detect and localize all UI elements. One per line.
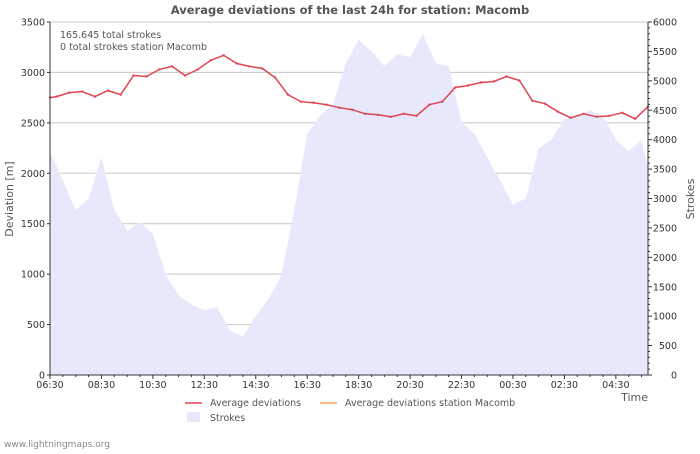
avg-deviations-point <box>261 67 264 70</box>
y-left-tick-label: 500 <box>27 320 45 331</box>
avg-deviations-point <box>81 90 84 93</box>
x-tick-label: 10:30 <box>139 380 166 391</box>
y-right-tick-label: 6000 <box>653 18 677 29</box>
avg-deviations-point <box>531 99 534 102</box>
y-right-tick-label: 4000 <box>653 135 677 146</box>
y-left-tick-label: 1000 <box>21 270 45 281</box>
avg-deviations-line <box>49 54 649 120</box>
y-left-tick-label: 3500 <box>21 18 45 29</box>
avg-deviations-point <box>183 74 187 77</box>
y-right-tick-label: 500 <box>659 341 677 352</box>
avg-deviations-point <box>505 75 508 78</box>
footer-credit: www.lightningmaps.org <box>4 440 110 450</box>
strokes-area <box>50 33 648 376</box>
x-tick-label: 18:30 <box>345 380 372 391</box>
avg-deviations-point <box>68 91 71 94</box>
avg-deviations-point <box>569 116 572 120</box>
avg-deviations-point <box>235 62 238 65</box>
avg-deviations-point <box>621 111 624 115</box>
y-axis-right-label: Strokes <box>684 178 697 219</box>
legend-label-avg-deviations: Average deviations <box>210 398 301 409</box>
avg-deviations-point <box>171 65 174 68</box>
legend-swatch-strokes <box>187 412 200 422</box>
y-right-tick-label: 2000 <box>653 253 677 264</box>
avg-deviations-point <box>248 65 251 68</box>
avg-deviations-point <box>453 86 457 89</box>
avg-deviations-point <box>93 95 97 98</box>
avg-deviations-point <box>492 80 495 83</box>
avg-deviations-point <box>428 103 431 106</box>
avg-deviations-point <box>466 84 470 87</box>
y-right-tick-label: 3000 <box>653 194 677 205</box>
y-right-tick-label: 3500 <box>653 165 677 176</box>
x-tick-label: 22:30 <box>448 380 475 391</box>
x-tick-label: 12:30 <box>191 380 218 391</box>
y-axis-left-label: Deviation [m] <box>3 161 16 236</box>
y-right-tick-label: 5500 <box>653 47 677 58</box>
x-tick-label: 08:30 <box>88 380 115 391</box>
x-tick-label: 16:30 <box>294 380 321 391</box>
avg-deviations-point <box>543 102 547 105</box>
avg-deviations-point <box>55 95 58 98</box>
annotation-total-strokes: 165.645 total strokes <box>60 30 161 41</box>
line-layer <box>48 54 650 121</box>
avg-deviations-point <box>415 114 418 118</box>
avg-deviations-point <box>595 115 598 119</box>
avg-deviations-point <box>273 76 277 79</box>
avg-deviations-point <box>119 93 122 96</box>
y-right-tick-label: 5000 <box>653 76 677 87</box>
legend-label-avg-deviations-station: Average deviations station Macomb <box>345 398 515 409</box>
x-tick-label: 04:30 <box>602 380 629 391</box>
x-axis-label: Time <box>620 391 648 404</box>
avg-deviations-point <box>441 100 444 103</box>
y-left-tick-label: 0 <box>39 371 45 382</box>
avg-deviations-point <box>286 93 290 96</box>
avg-deviations-point <box>299 100 302 103</box>
y-right-tick-label: 1500 <box>653 282 677 293</box>
avg-deviations-point <box>132 74 135 77</box>
avg-deviations-point <box>209 59 212 62</box>
avg-deviations-point <box>338 106 341 109</box>
strokes-layer <box>50 33 648 376</box>
avg-deviations-point <box>479 81 482 84</box>
avg-deviations-point <box>389 115 392 119</box>
avg-deviations-point <box>325 103 328 106</box>
y-left-tick-label: 2000 <box>21 169 45 180</box>
avg-deviations-point <box>222 54 225 57</box>
legend: Average deviations Average deviations st… <box>185 398 515 424</box>
y-left-tick-label: 1500 <box>21 219 45 230</box>
y-right-tick-label: 0 <box>671 371 677 382</box>
avg-deviations-point <box>556 110 560 114</box>
avg-deviations-point <box>106 89 110 92</box>
y-right-tick-label: 1000 <box>653 312 677 323</box>
avg-deviations-point <box>376 113 380 117</box>
y-right-tick-label: 2500 <box>653 223 677 234</box>
x-tick-label: 06:30 <box>36 380 63 391</box>
avg-deviations-point <box>402 112 405 116</box>
avg-deviations-point <box>312 101 315 104</box>
x-tick-label: 20:30 <box>396 380 423 391</box>
x-tick-label: 02:30 <box>551 380 578 391</box>
x-tick-label: 14:30 <box>242 380 269 391</box>
annotation-station-strokes: 0 total strokes station Macomb <box>60 42 207 53</box>
x-tick-label: 00:30 <box>499 380 526 391</box>
avg-deviations-point <box>363 112 367 116</box>
avg-deviations-point <box>351 108 354 111</box>
y-right-tick-label: 4500 <box>653 106 677 117</box>
avg-deviations-point <box>582 112 585 116</box>
avg-deviations-point <box>158 68 161 71</box>
avg-deviations-point <box>608 114 611 118</box>
legend-label-strokes: Strokes <box>210 413 245 424</box>
axes-layer: 0 500 1000 1500 2000 2500 3000 3500 0 500 1000 1500… <box>21 18 677 392</box>
avg-deviations-point <box>196 68 200 71</box>
avg-deviations-point <box>518 79 521 82</box>
y-left-tick-label: 2500 <box>21 118 45 129</box>
avg-deviations-point <box>145 75 148 78</box>
y-left-tick-label: 3000 <box>21 68 45 79</box>
avg-deviations-point <box>633 117 637 121</box>
chart-title: Average deviations of the last 24h for s… <box>171 3 529 17</box>
